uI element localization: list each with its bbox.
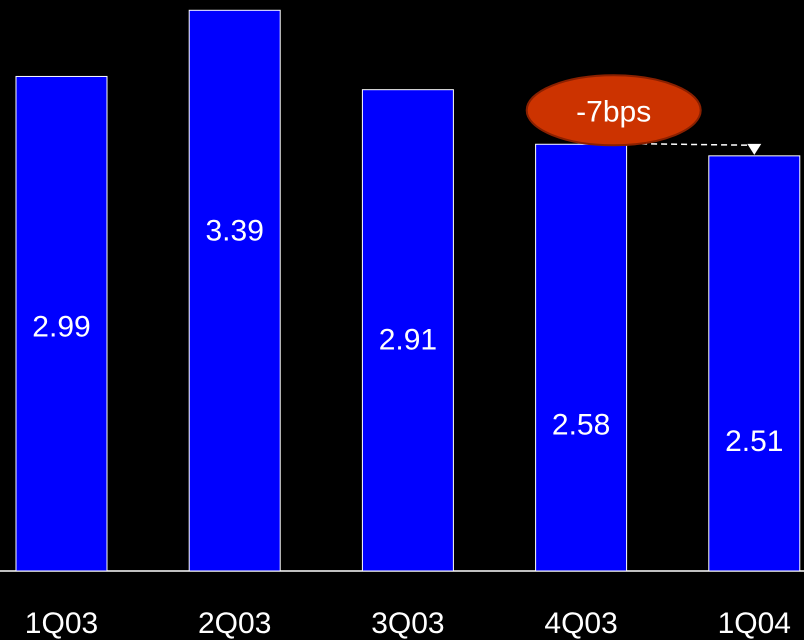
change-arrowhead-icon xyxy=(747,143,762,155)
bar-data-labels: 2.99 3.39 2.91 2.58 2.51 xyxy=(32,214,783,458)
bar-3Q03 xyxy=(361,89,454,572)
x-tick-label: 3Q03 xyxy=(371,607,444,640)
x-axis-tick-labels: 1Q03 2Q03 3Q03 4Q03 1Q04 xyxy=(25,607,791,640)
x-tick-label: 1Q03 xyxy=(25,607,98,640)
bar-value-label: 3.39 xyxy=(206,214,264,247)
x-tick-label: 1Q04 xyxy=(718,607,791,640)
change-callout-bubble xyxy=(525,74,702,147)
change-callout-label: -7bps xyxy=(576,95,651,128)
bar-4Q03 xyxy=(535,143,628,572)
bar-value-label: 2.99 xyxy=(32,310,90,343)
x-tick-label: 2Q03 xyxy=(198,607,271,640)
x-tick-label: 4Q03 xyxy=(544,607,617,640)
bar-value-label: 2.58 xyxy=(552,408,610,441)
change-annotation: -7bps xyxy=(525,74,762,155)
bar-1Q03 xyxy=(15,75,108,572)
bar-value-label: 2.51 xyxy=(725,425,783,458)
bar-series xyxy=(15,9,801,572)
bar-value-label: 2.91 xyxy=(379,324,437,357)
bar-1Q04 xyxy=(708,155,801,572)
bar-2Q03 xyxy=(188,9,281,572)
